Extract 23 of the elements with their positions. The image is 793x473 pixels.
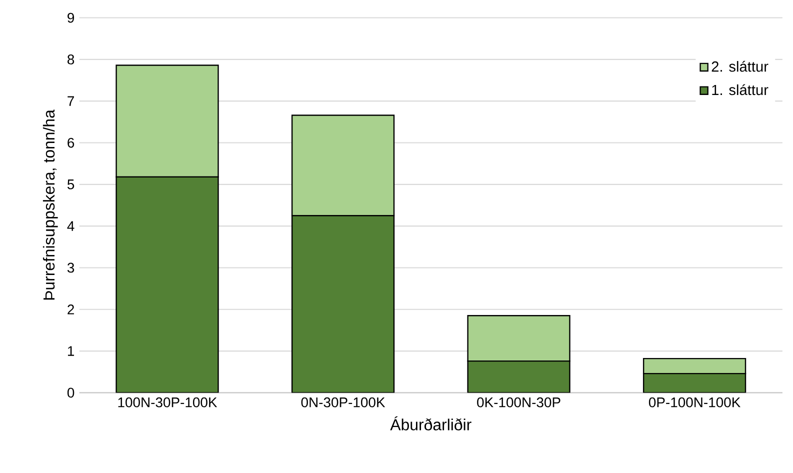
legend-label: 2. sláttur [712,60,768,72]
y-tick-label: 2 [68,304,74,314]
y-tick-label: 4 [67,221,74,231]
x-tick-label: 0K-100N-30P [477,397,560,408]
y-tick-label: 8 [68,54,74,64]
bar [642,373,746,393]
legend-label: 1. sláttur [712,84,768,96]
bar [467,360,570,393]
bar [116,176,219,393]
y-tick-label: 3 [67,262,74,273]
bar [467,315,570,362]
x-tick-label: 0N-30P-100K [301,397,386,408]
bar [291,215,395,393]
y-tick-label: 7 [68,96,74,106]
y-tick-label: 6 [68,138,74,148]
y-tick-label: 0 [67,388,74,398]
y-tick-label: 9 [68,12,74,23]
x-tick-label: 100N-30P-100K [118,397,218,408]
y-tick-label: 1 [68,346,74,356]
x-tick-label: 0P-100N-100K [648,397,740,408]
y-axis-title: Þurrefnisuppskera, tonn/ha [42,110,58,300]
x-axis-title: Áburðarliðir [390,416,472,430]
y-tick-label: 5 [67,180,74,190]
